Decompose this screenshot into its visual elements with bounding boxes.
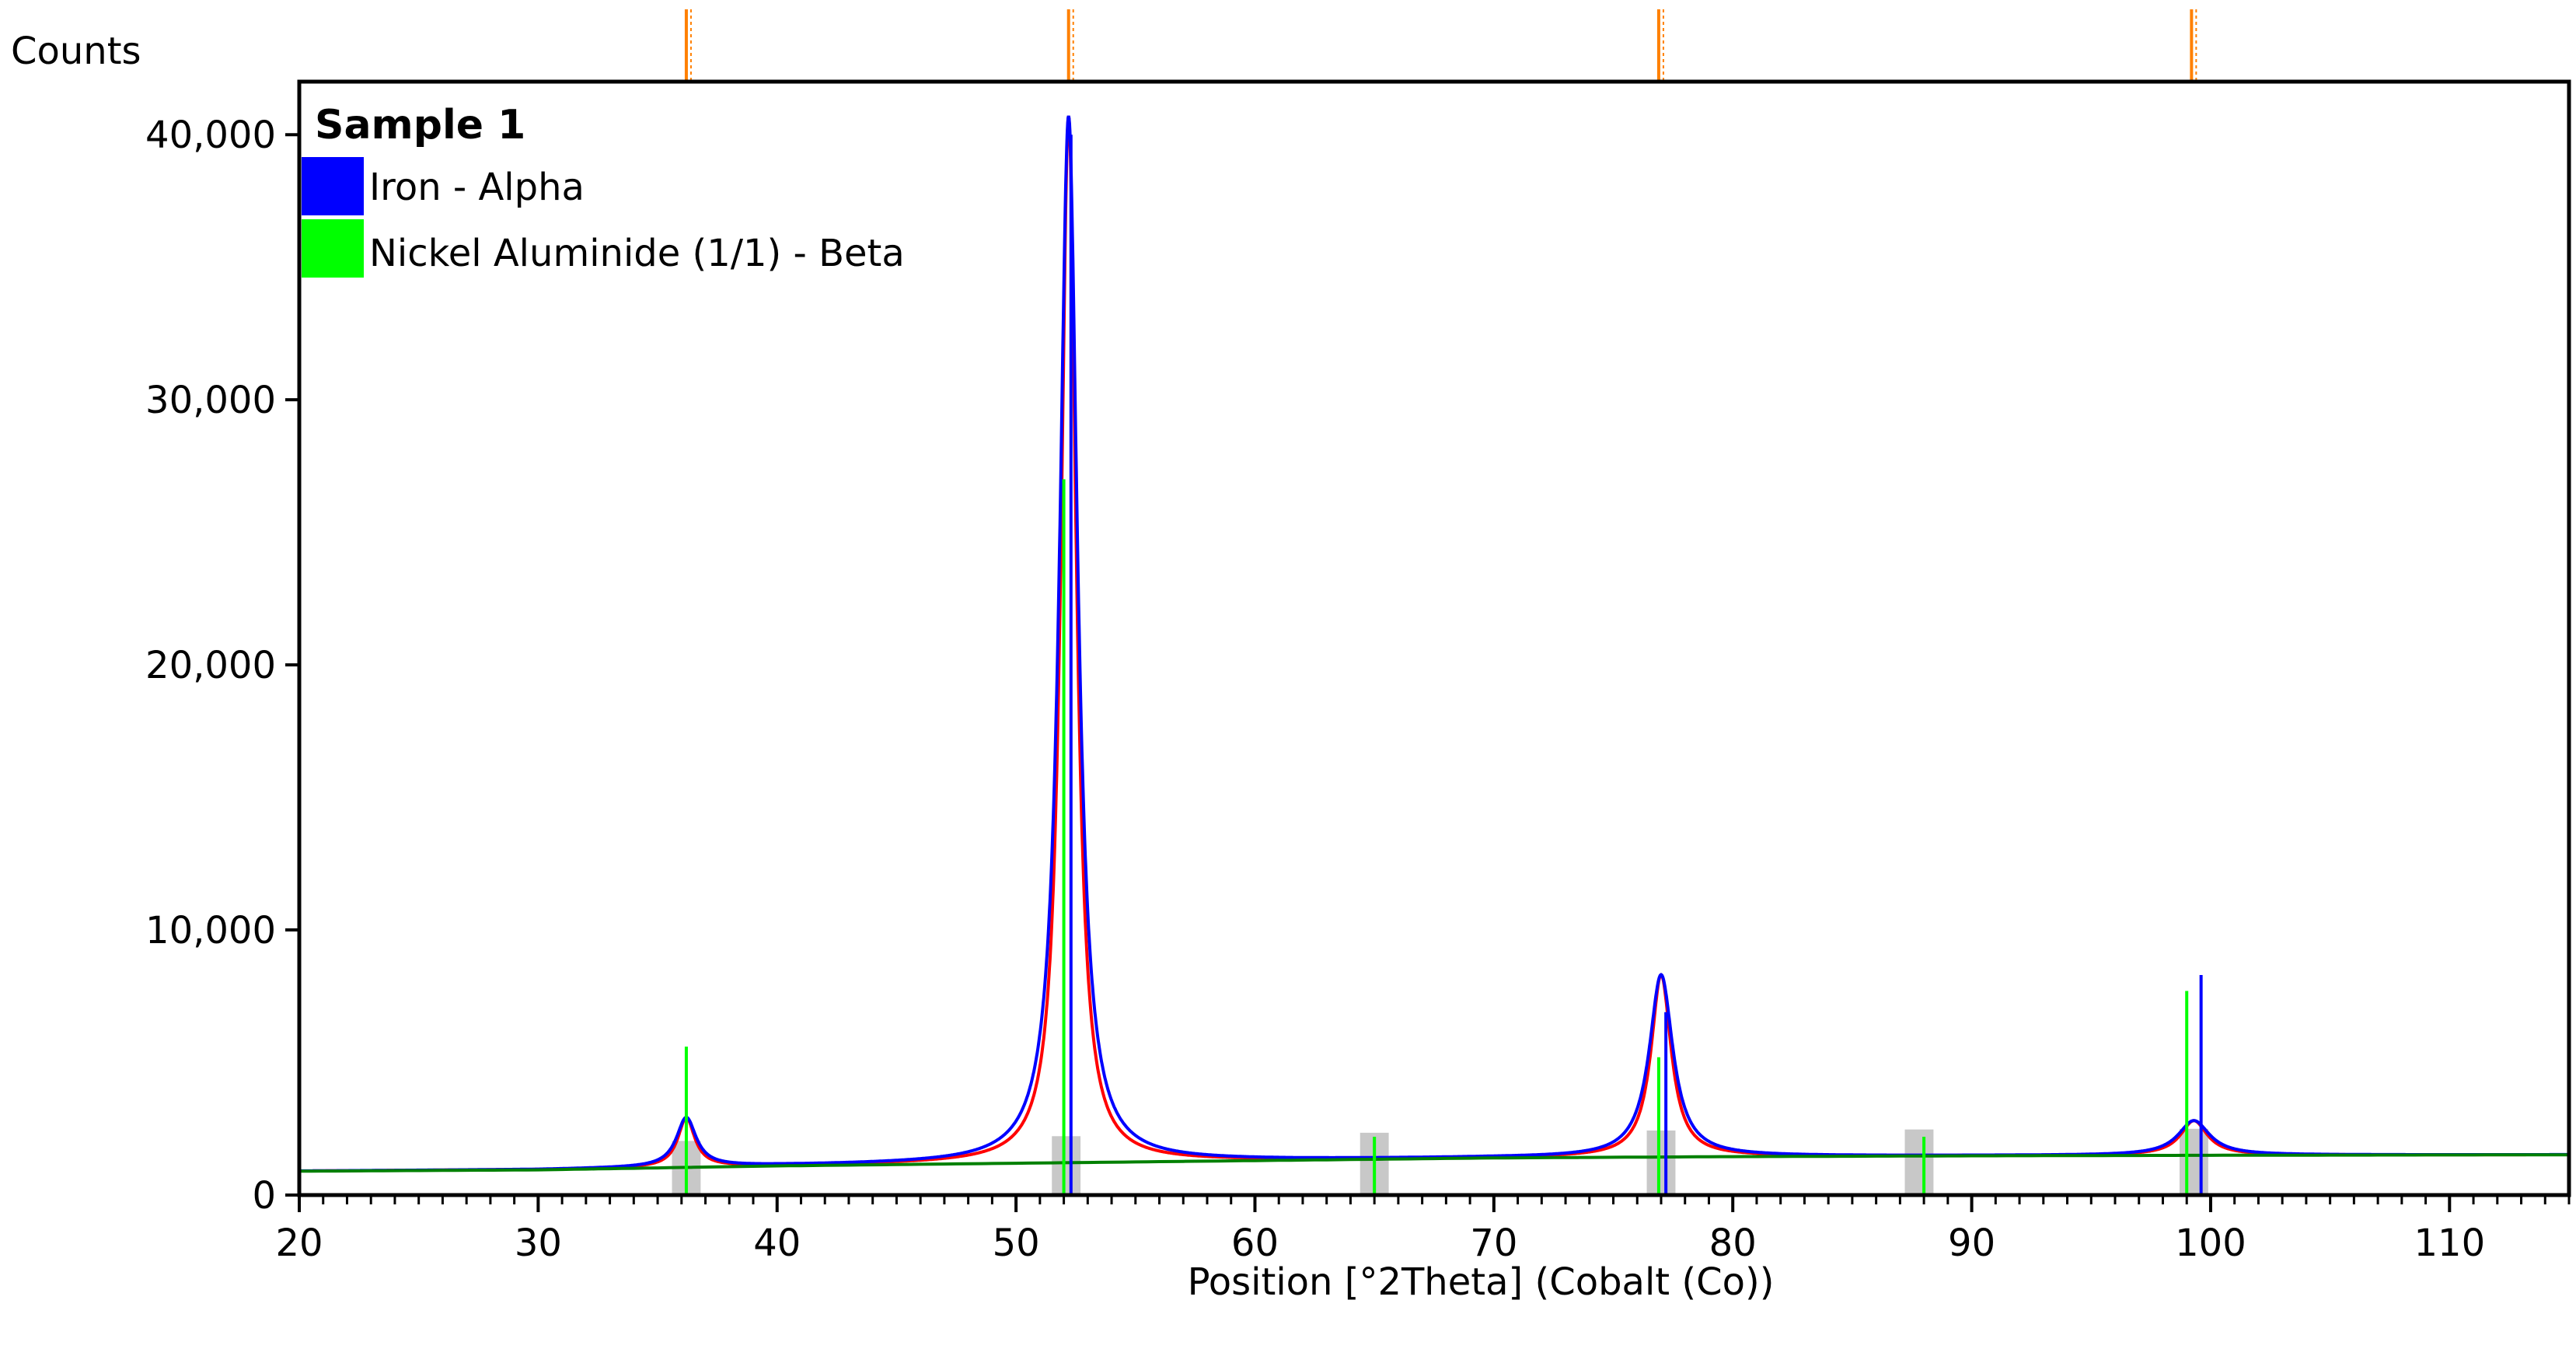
y-tick-label: 30,000 xyxy=(145,379,276,422)
plot-frame xyxy=(297,79,2571,1197)
x-tick-label: 70 xyxy=(1470,1221,1517,1265)
x-tick-label: 30 xyxy=(515,1221,562,1265)
legend: Sample 1 Iron - Alpha Nickel Aluminide (… xyxy=(302,102,905,278)
peak-region-band xyxy=(1904,1129,1934,1195)
legend-title: Sample 1 xyxy=(315,102,525,149)
plot-area xyxy=(298,115,2569,1195)
legend-label-iron: Iron - Alpha xyxy=(369,166,585,209)
series-lines xyxy=(298,115,2569,1173)
y-axis-title: Counts xyxy=(11,30,141,73)
y-axis: 0 10,000 20,000 30,000 40,000 xyxy=(145,114,299,1218)
x-axis: 20 30 40 50 60 70 80 90 100 110 xyxy=(275,1195,2571,1265)
legend-swatch-iron xyxy=(302,157,364,215)
peak-marker-strip xyxy=(684,9,2197,80)
y-tick-label: 10,000 xyxy=(145,909,276,952)
y-tick-label: 40,000 xyxy=(145,114,276,157)
x-tick-label: 110 xyxy=(2414,1221,2486,1265)
x-tick-label: 80 xyxy=(1709,1221,1757,1265)
x-tick-label: 60 xyxy=(1231,1221,1279,1265)
peak-region-band xyxy=(2179,1128,2208,1195)
peak-region-band xyxy=(1052,1136,1081,1195)
x-tick-label: 50 xyxy=(993,1221,1040,1265)
y-tick-label: 20,000 xyxy=(145,644,276,687)
legend-label-nial: Nickel Aluminide (1/1) - Beta xyxy=(369,232,905,275)
y-tick-label: 0 xyxy=(252,1174,276,1218)
peak-region-band xyxy=(1646,1130,1676,1195)
x-tick-label: 20 xyxy=(275,1221,323,1265)
reference-lines xyxy=(684,135,2203,1195)
calculated-series-line xyxy=(299,115,2569,1173)
background-series-line xyxy=(298,1153,2569,1173)
x-tick-label: 90 xyxy=(1948,1221,1995,1265)
x-axis-title: Position [°2Theta] (Cobalt (Co)) xyxy=(1188,1260,1775,1304)
x-tick-label: 100 xyxy=(2175,1221,2246,1265)
x-tick-label: 40 xyxy=(753,1221,801,1265)
legend-swatch-nial xyxy=(302,219,364,278)
